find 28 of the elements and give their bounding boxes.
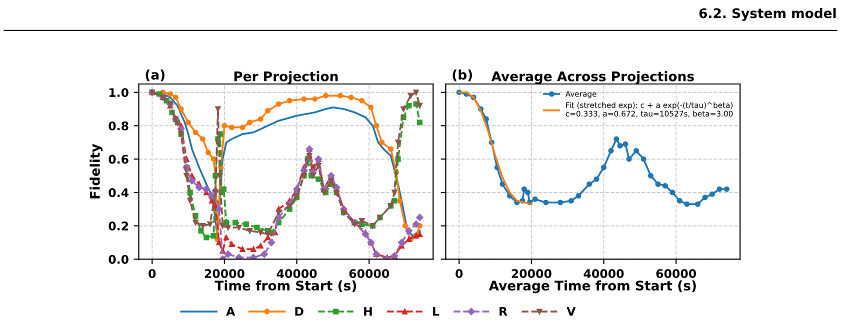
- y-tick-label: 1.0: [109, 88, 128, 97]
- chart-title: Per Projection: [234, 71, 338, 84]
- text: 6.2. System model: [699, 8, 836, 21]
- text: (a): [146, 69, 164, 82]
- x-tick-label: 60000: [349, 269, 390, 278]
- x-tick-label: 40000: [276, 269, 317, 278]
- y-tick-label: 0.6: [108, 154, 128, 164]
- y-axis-title: Fidelity: [90, 144, 103, 198]
- y-tick-label: 0.0: [108, 254, 128, 264]
- x-tick-label: 20000: [512, 269, 552, 278]
- legend-label: H: [364, 307, 372, 316]
- x-tick-label: 0: [148, 269, 156, 278]
- x-axis-title: Time from Start (s): [214, 280, 356, 292]
- x-tick-label: 20000: [204, 269, 244, 278]
- legend-label: D: [295, 307, 304, 316]
- x-tick-label: 40000: [584, 269, 624, 278]
- x-tick-label: 0: [456, 269, 463, 278]
- x-tick-label: 60000: [656, 269, 696, 278]
- text: (b): [452, 69, 472, 82]
- legend-label: L: [433, 307, 440, 316]
- chart-title: Average Across Projections: [491, 71, 694, 84]
- y-tick-label: 0.4: [108, 188, 128, 198]
- x-axis-title: Average Time from Start (s): [488, 280, 696, 294]
- legend-label: R: [500, 307, 508, 316]
- y-tick-label: 0.2: [108, 222, 128, 230]
- legend-label: A: [226, 307, 236, 316]
- legend-label: V: [566, 307, 576, 316]
- y-tick-label: 0.8: [108, 121, 128, 130]
